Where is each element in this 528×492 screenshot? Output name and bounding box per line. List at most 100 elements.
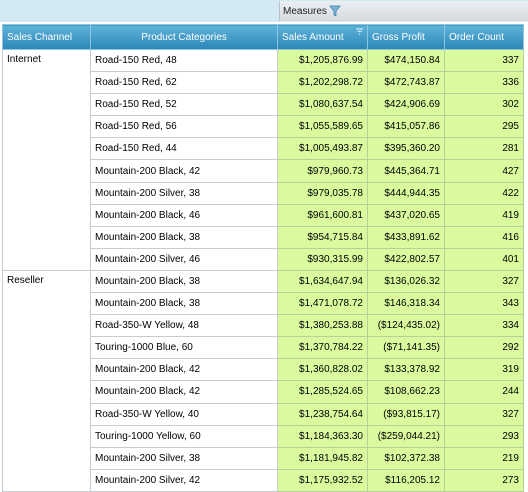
cell-order-count: 295 — [444, 115, 524, 139]
table-row: Reseller Mountain-200 Black, 38 $1,634,647… — [2, 269, 524, 492]
cell-order-count: 302 — [444, 93, 524, 117]
cell-gross-profit: $444,944.35 — [367, 181, 445, 205]
column-header-product-categories[interactable]: Product Categories — [90, 24, 278, 50]
cell-order-count: 337 — [444, 48, 524, 73]
cell-sales-amount: $979,960.73 — [277, 159, 368, 183]
cell-gross-profit: $136,026.32 — [367, 269, 445, 294]
cell-sales-amount: $961,600.81 — [277, 203, 368, 227]
table-row: Mountain-200 Black, 42 $979,960.73 $445,36… — [3, 159, 524, 183]
cell-sales-amount: $1,238,754.64 — [277, 402, 368, 426]
column-header-sales-channel[interactable]: Sales Channel — [2, 24, 91, 50]
cell-gross-profit: ($93,815.17) — [367, 402, 445, 426]
cell-sales-amount: $1,370,784.22 — [277, 336, 368, 360]
cell-order-count: 401 — [444, 247, 524, 271]
cell-order-count: 219 — [444, 446, 524, 470]
funnel-icon[interactable] — [329, 5, 341, 17]
row-header-sales-channel[interactable]: Reseller — [2, 269, 91, 492]
cell-gross-profit: $424,906.69 — [367, 93, 445, 117]
table-row: Road-150 Red, 56 $1,055,589.65 $415,057.86… — [3, 115, 524, 139]
row-header-product[interactable]: Road-150 Red, 48 — [90, 48, 278, 73]
cell-order-count: 416 — [444, 225, 524, 249]
cell-gross-profit: $102,372.38 — [367, 446, 445, 470]
table-row: Touring-1000 Blue, 60 $1,370,784.22 ($71,1… — [3, 336, 524, 360]
pivot-grid: Sales Channel Product Categories Sales A… — [2, 24, 524, 492]
table-row: Mountain-200 Black, 42 $1,360,828.02 $133,… — [3, 358, 524, 382]
cell-sales-amount: $1,380,253.88 — [277, 314, 368, 338]
row-header-product[interactable]: Road-150 Red, 62 — [90, 71, 278, 95]
measures-field-button[interactable]: Measures — [279, 1, 528, 21]
column-header-label: Order Count — [449, 31, 505, 43]
row-header-product[interactable]: Road-350-W Yellow, 48 — [90, 314, 278, 338]
cell-gross-profit: $146,318.34 — [367, 292, 445, 316]
cell-sales-amount: $1,471,078.72 — [277, 292, 368, 316]
row-header-product[interactable]: Mountain-200 Silver, 38 — [90, 446, 278, 470]
cell-sales-amount: $1,055,589.65 — [277, 115, 368, 139]
cell-sales-amount: $1,080,637.54 — [277, 93, 368, 117]
cell-gross-profit: $395,360.20 — [367, 137, 445, 161]
cell-sales-amount: $954,715.84 — [277, 225, 368, 249]
row-header-product[interactable]: Mountain-200 Black, 38 — [90, 292, 278, 316]
row-header-product[interactable]: Mountain-200 Black, 42 — [90, 358, 278, 382]
cell-order-count: 343 — [444, 292, 524, 316]
cell-gross-profit: $133,378.92 — [367, 358, 445, 382]
cell-sales-amount: $1,184,363.30 — [277, 424, 368, 448]
cell-gross-profit: $437,020.65 — [367, 203, 445, 227]
row-header-product[interactable]: Mountain-200 Black, 46 — [90, 203, 278, 227]
cell-order-count: 244 — [444, 380, 524, 404]
row-header-product[interactable]: Mountain-200 Silver, 42 — [90, 468, 278, 492]
column-header-sales-amount[interactable]: Sales Amount — [277, 24, 368, 50]
cell-order-count: 292 — [444, 336, 524, 360]
row-header-product[interactable]: Road-150 Red, 52 — [90, 93, 278, 117]
row-header-sales-channel[interactable]: Internet — [2, 49, 91, 271]
cell-order-count: 334 — [444, 314, 524, 338]
cell-sales-amount: $1,285,524.65 — [277, 380, 368, 404]
cell-sales-amount: $1,202,298.72 — [277, 71, 368, 95]
row-header-product[interactable]: Touring-1000 Yellow, 60 — [90, 424, 278, 448]
row-header-product[interactable]: Mountain-200 Silver, 46 — [90, 247, 278, 271]
cell-gross-profit: $415,057.86 — [367, 115, 445, 139]
column-header-order-count[interactable]: Order Count — [444, 24, 524, 50]
row-header-product[interactable]: Touring-1000 Blue, 60 — [90, 336, 278, 360]
cell-order-count: 422 — [444, 181, 524, 205]
sort-icon[interactable] — [355, 27, 364, 36]
table-row: Road-150 Red, 44 $1,005,493.87 $395,360.20… — [3, 137, 524, 161]
column-header-gross-profit[interactable]: Gross Profit — [367, 24, 445, 50]
cell-order-count: 319 — [444, 358, 524, 382]
cell-gross-profit: ($124,435.02) — [367, 314, 445, 338]
cell-gross-profit: $116,205.12 — [367, 468, 445, 492]
column-header-label: Product Categories — [141, 31, 227, 43]
cell-gross-profit: $472,743.87 — [367, 71, 445, 95]
cell-order-count: 327 — [444, 269, 524, 294]
row-header-product[interactable]: Road-350-W Yellow, 40 — [90, 402, 278, 426]
table-row: Mountain-200 Silver, 38 $979,035.78 $444,9… — [3, 181, 524, 205]
column-header-label: Sales Amount — [282, 31, 344, 43]
table-row: Mountain-200 Silver, 38 $1,181,945.82 $102… — [3, 446, 524, 470]
table-row: Internet Road-150 Red, 48 $1,205,876.99 $47… — [2, 48, 524, 271]
table-row: Mountain-200 Black, 46 $961,600.81 $437,02… — [3, 203, 524, 227]
row-header-product[interactable]: Mountain-200 Black, 38 — [90, 225, 278, 249]
cell-sales-amount: $979,035.78 — [277, 181, 368, 205]
table-row: Road-150 Red, 52 $1,080,637.54 $424,906.69… — [3, 93, 524, 117]
cell-sales-amount: $1,181,945.82 — [277, 446, 368, 470]
cell-gross-profit: $108,662.23 — [367, 380, 445, 404]
column-header-label: Sales Channel — [7, 31, 73, 43]
cell-order-count: 273 — [444, 468, 524, 492]
cell-sales-amount: $930,315.99 — [277, 247, 368, 271]
row-header-product[interactable]: Mountain-200 Black, 42 — [90, 159, 278, 183]
cell-order-count: 327 — [444, 402, 524, 426]
cell-order-count: 336 — [444, 71, 524, 95]
row-header-product[interactable]: Mountain-200 Black, 38 — [90, 269, 278, 294]
row-header-product[interactable]: Mountain-200 Black, 42 — [90, 380, 278, 404]
cell-gross-profit: $422,802.57 — [367, 247, 445, 271]
cell-sales-amount: $1,205,876.99 — [277, 48, 368, 73]
cell-order-count: 427 — [444, 159, 524, 183]
cell-order-count: 419 — [444, 203, 524, 227]
cell-sales-amount: $1,360,828.02 — [277, 358, 368, 382]
cell-gross-profit: $474,150.84 — [367, 48, 445, 73]
row-header-product[interactable]: Road-150 Red, 44 — [90, 137, 278, 161]
cell-gross-profit: $445,364.71 — [367, 159, 445, 183]
row-header-product[interactable]: Mountain-200 Silver, 38 — [90, 181, 278, 205]
header-row: Sales Channel Product Categories Sales A… — [2, 24, 524, 50]
cell-gross-profit: ($71,141.35) — [367, 336, 445, 360]
row-header-product[interactable]: Road-150 Red, 56 — [90, 115, 278, 139]
